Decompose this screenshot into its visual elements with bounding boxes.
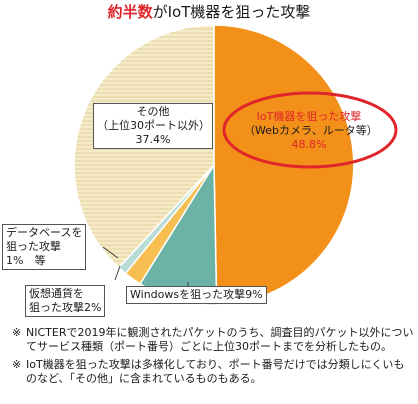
footnote-mark: ※: [12, 326, 22, 339]
other-label-line1: その他: [136, 105, 170, 118]
iot-label-line2: （Webカメラ、ルータ等）: [244, 124, 378, 137]
database-label-line1: データベースを: [6, 226, 83, 239]
windows-label-line1: Windowsを狙った攻撃9%: [130, 288, 263, 301]
database-label-line2: 狙った攻撃: [6, 240, 61, 253]
database-leader-line: [102, 246, 119, 259]
iot-label-value: 48.8%: [291, 138, 327, 151]
windows-slice-label: Windowsを狙った攻撃9%: [126, 286, 267, 304]
iot-slice-label: IoT機器を狙った攻撃 （Webカメラ、ルータ等） 48.8%: [244, 110, 378, 152]
other-slice-label: その他 （上位30ポート以外） 37.4%: [93, 103, 213, 149]
footnote: ※ NICTERで2019年に観測されたパケットのうち、調査目的パケット以外につ…: [12, 326, 414, 354]
footnote: ※ IoT機器を狙った攻撃は多様化しており、ポート番号だけでは分類しにくいものな…: [12, 358, 414, 386]
iot-highlight-ellipse: [222, 91, 398, 169]
footnotes: ※ NICTERで2019年に観測されたパケットのうち、調査目的パケット以外につ…: [12, 326, 414, 390]
footnote-mark: ※: [12, 358, 22, 371]
crypto-leader-line: [114, 265, 121, 281]
chart-title-highlight: 約半数: [107, 3, 153, 21]
chart-title: 約半数がIoT機器を狙った攻撃: [0, 2, 418, 22]
other-label-value: 37.4%: [135, 133, 171, 146]
other-label-line2: （上位30ポート以外）: [97, 119, 210, 132]
crypto-label-line2: 狙った攻撃2%: [29, 301, 102, 314]
chart-title-rest: がIoT機器を狙った攻撃: [152, 3, 311, 21]
crypto-slice-label: 仮想通貨を 狙った攻撃2%: [25, 285, 106, 317]
crypto-label-line1: 仮想通貨を: [29, 287, 84, 300]
iot-label-line1: IoT機器を狙った攻撃: [256, 110, 362, 123]
database-label-line3: 1% 等: [6, 254, 46, 267]
footnote-text: NICTERで2019年に観測されたパケットのうち、調査目的パケット以外について…: [26, 326, 414, 353]
database-slice-label: データベースを 狙った攻撃 1% 等: [2, 224, 87, 270]
footnote-text: IoT機器を狙った攻撃は多様化しており、ポート番号だけでは分類しにくいものなど、…: [26, 358, 405, 385]
